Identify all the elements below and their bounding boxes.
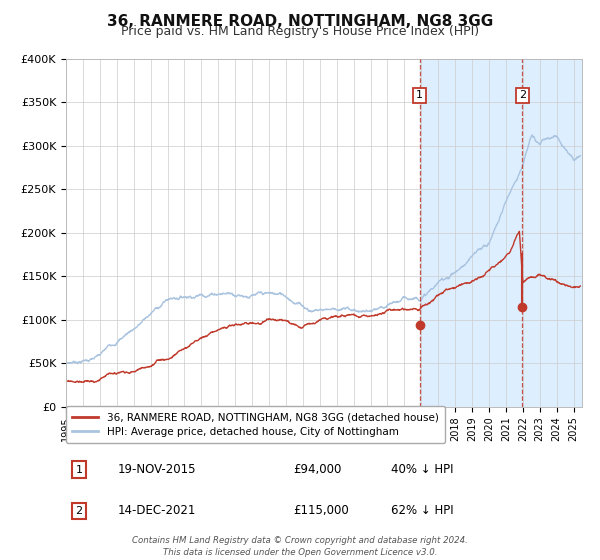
Text: 1: 1: [416, 90, 423, 100]
Text: 2: 2: [76, 506, 82, 516]
Text: 2: 2: [519, 90, 526, 100]
Text: £94,000: £94,000: [293, 463, 341, 476]
Text: Contains HM Land Registry data © Crown copyright and database right 2024.
This d: Contains HM Land Registry data © Crown c…: [132, 536, 468, 557]
Text: 1: 1: [76, 465, 82, 474]
Text: 19-NOV-2015: 19-NOV-2015: [118, 463, 196, 476]
Text: 62% ↓ HPI: 62% ↓ HPI: [391, 505, 454, 517]
Bar: [419, 59, 582, 407]
Text: £115,000: £115,000: [293, 505, 349, 517]
Text: 14-DEC-2021: 14-DEC-2021: [118, 505, 196, 517]
Legend: 36, RANMERE ROAD, NOTTINGHAM, NG8 3GG (detached house), HPI: Average price, deta: 36, RANMERE ROAD, NOTTINGHAM, NG8 3GG (d…: [66, 407, 445, 443]
Text: Price paid vs. HM Land Registry's House Price Index (HPI): Price paid vs. HM Land Registry's House …: [121, 25, 479, 38]
Text: 40% ↓ HPI: 40% ↓ HPI: [391, 463, 454, 476]
Text: 36, RANMERE ROAD, NOTTINGHAM, NG8 3GG: 36, RANMERE ROAD, NOTTINGHAM, NG8 3GG: [107, 14, 493, 29]
